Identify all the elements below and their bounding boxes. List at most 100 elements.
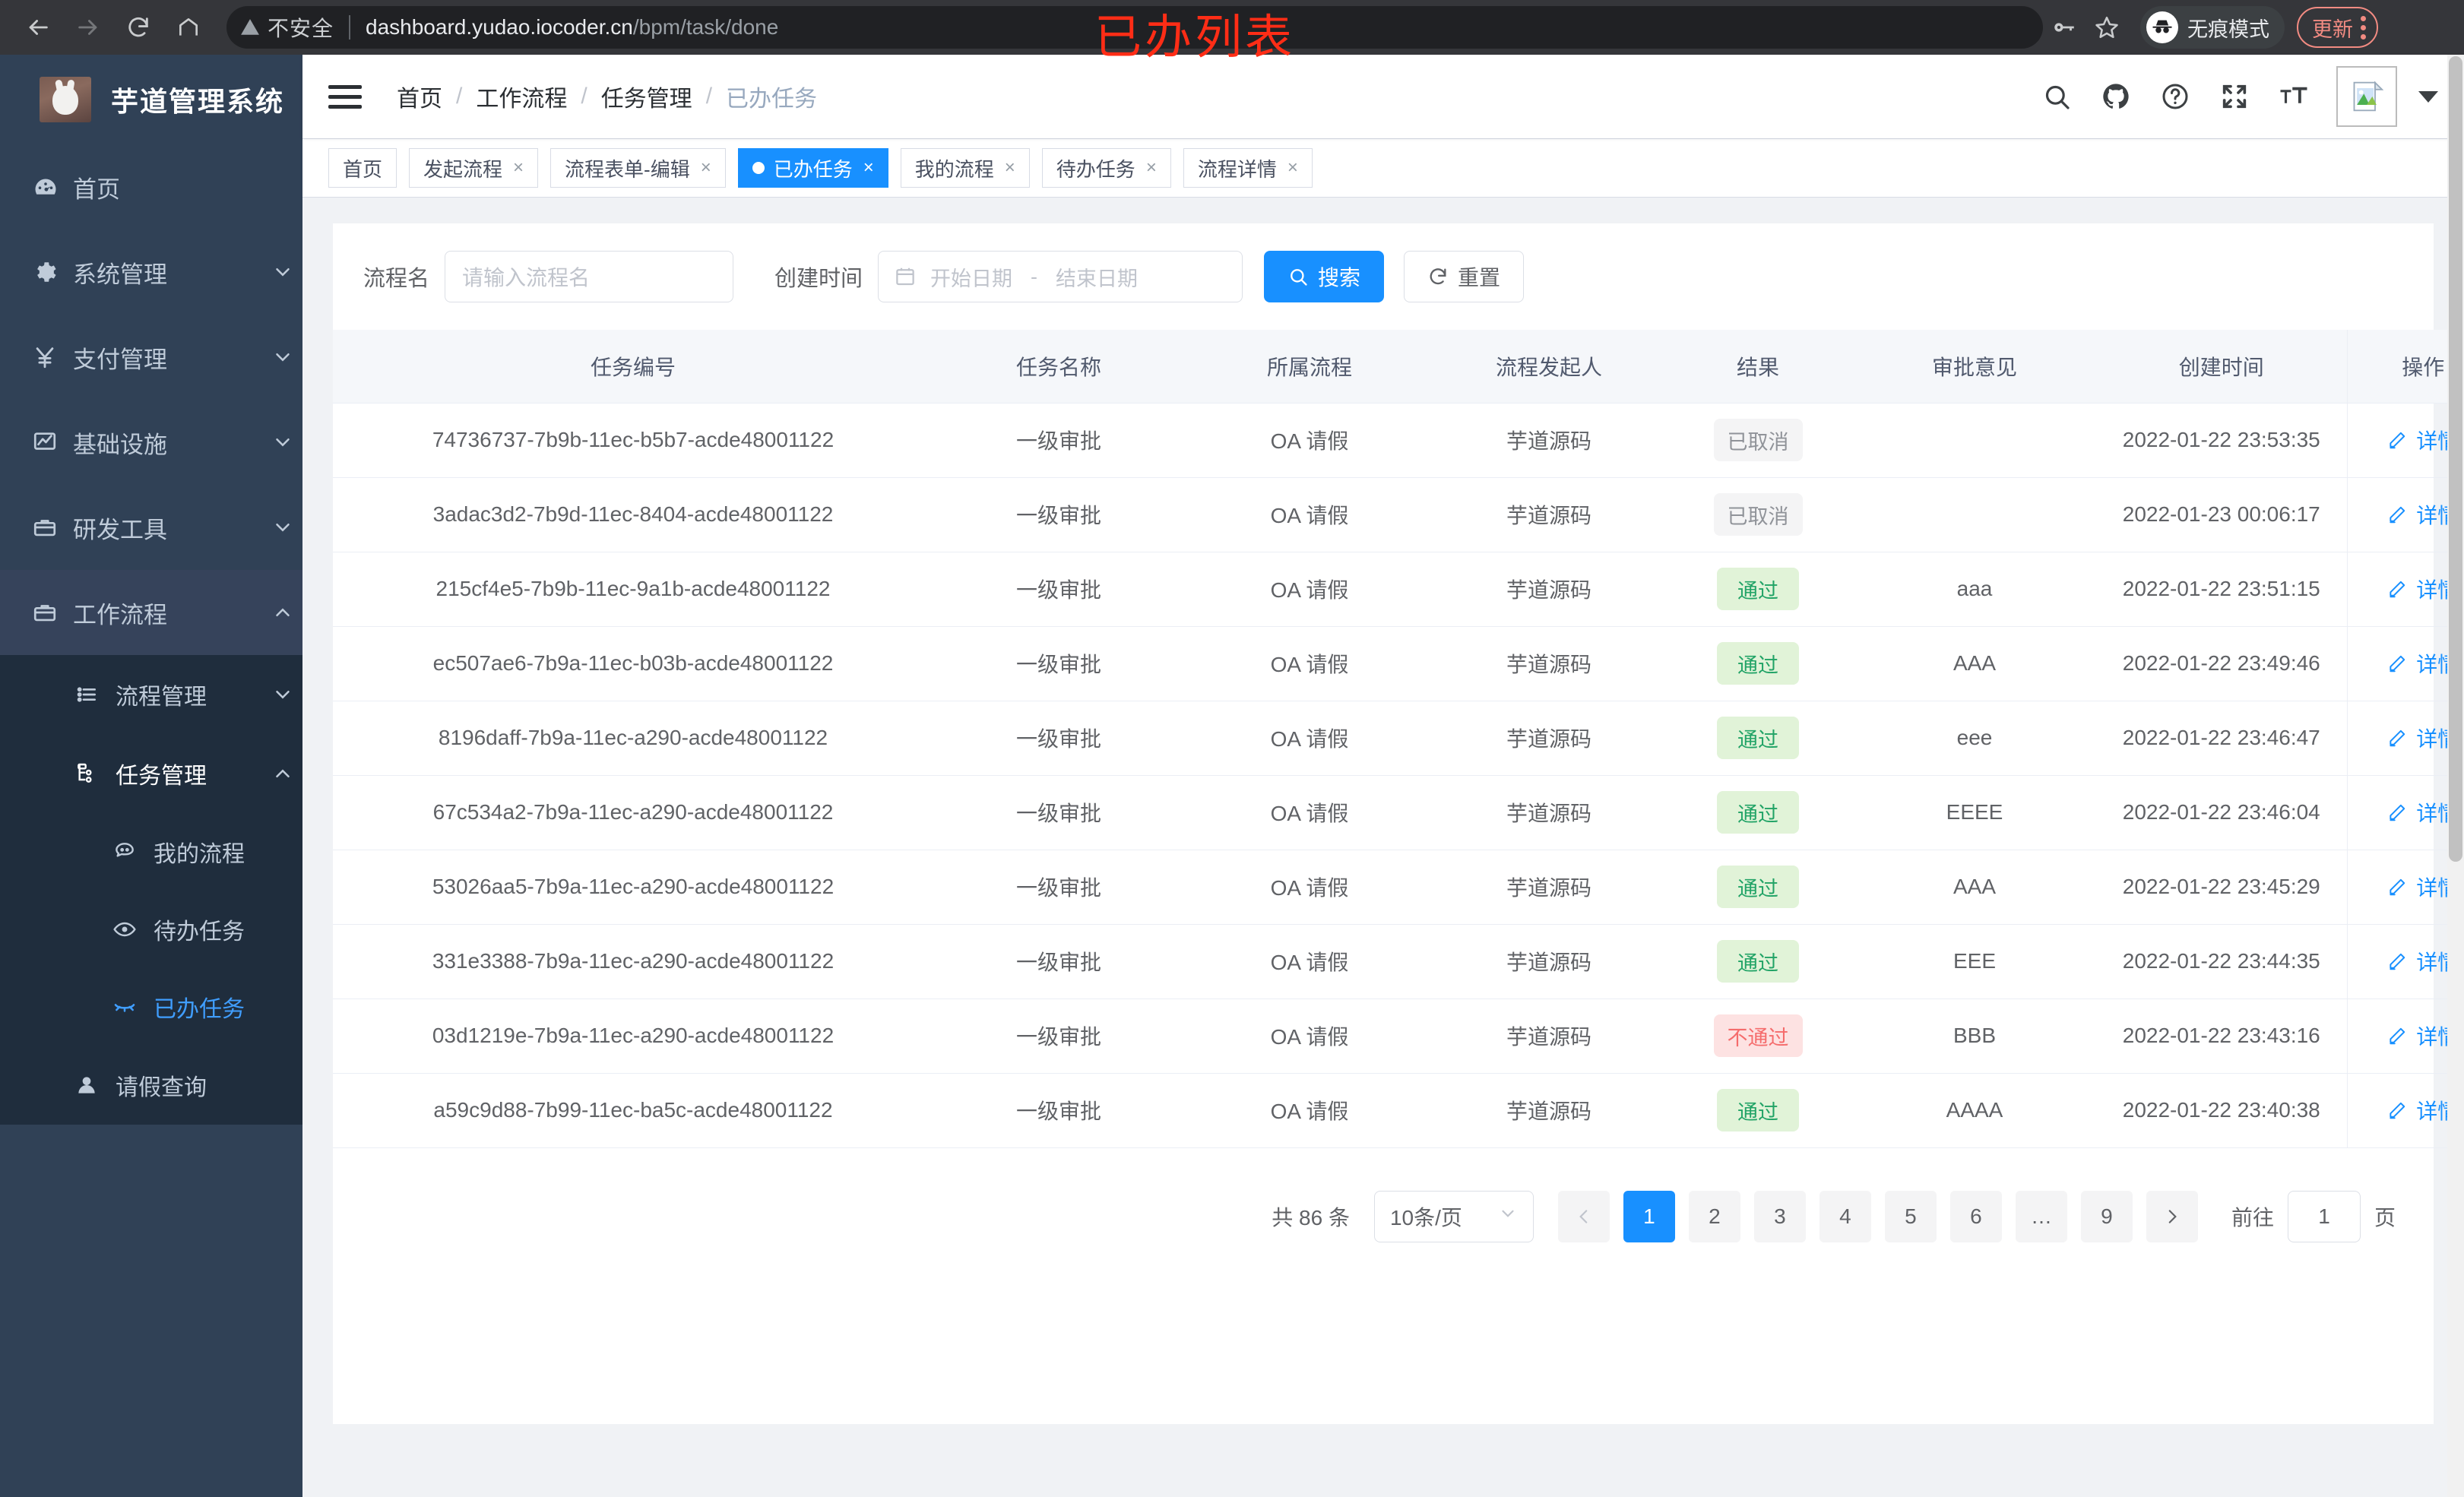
brand[interactable]: 芋道管理系统 — [0, 55, 302, 144]
omnibox-divider — [349, 15, 351, 40]
font-size-icon[interactable] — [2277, 80, 2310, 113]
page-scrollbar[interactable] — [2447, 55, 2464, 1497]
breadcrumb-item[interactable]: 首页 — [397, 87, 442, 112]
done-task-table: 任务编号 任务名称 所属流程 流程发起人 结果 审批意见 创建时间 操作 747… — [333, 330, 2464, 1148]
tab-my-process[interactable]: 我的流程 × — [900, 148, 1030, 188]
chevron-down-icon — [263, 261, 302, 283]
sidebar-item-my-process[interactable]: 我的流程 — [0, 813, 302, 891]
process-name-input[interactable]: 请输入流程名 — [445, 251, 734, 302]
search-icon[interactable] — [2040, 80, 2073, 113]
date-range-picker[interactable]: 开始日期 - 结束日期 — [878, 251, 1243, 302]
cell-initiator: 芋道源码 — [1435, 1073, 1663, 1148]
sidebar-item-done-task[interactable]: 已办任务 — [0, 968, 302, 1046]
cell-task-name: 一级审批 — [933, 626, 1184, 701]
tab-home[interactable]: 首页 — [328, 148, 397, 188]
cell-result: 通过 — [1663, 1073, 1853, 1148]
star-icon[interactable] — [2086, 6, 2128, 49]
key-icon[interactable] — [2043, 6, 2086, 49]
tab-process-form-edit[interactable]: 流程表单-编辑 × — [550, 148, 726, 188]
chevron-down-icon[interactable] — [2418, 90, 2438, 103]
reload-icon[interactable] — [117, 6, 160, 49]
tab-done-task[interactable]: 已办任务 × — [737, 148, 888, 188]
pencil-icon — [2387, 728, 2407, 748]
cell-comment — [1853, 403, 2096, 478]
cell-initiator: 芋道源码 — [1435, 552, 1663, 627]
goto-page-input[interactable]: 1 — [2287, 1190, 2361, 1242]
sidebar-item-label: 任务管理 — [116, 764, 207, 789]
sidebar-item-task-mgmt[interactable]: 任务管理 — [0, 734, 302, 813]
page-button-2[interactable]: 2 — [1688, 1190, 1740, 1242]
column-header-task-id: 任务编号 — [333, 330, 933, 404]
next-page-button[interactable] — [2146, 1190, 2198, 1242]
sidebar-item-payment[interactable]: 支付管理 — [0, 315, 302, 400]
kebab-menu-icon[interactable] — [2361, 15, 2366, 40]
tab-label: 流程表单-编辑 — [565, 157, 690, 181]
sidebar-item-home[interactable]: 首页 — [0, 144, 302, 229]
page-button-1[interactable]: 1 — [1623, 1190, 1675, 1242]
close-icon[interactable]: × — [700, 157, 711, 178]
sidebar-item-label: 请假查询 — [116, 1075, 207, 1100]
tab-start-process[interactable]: 发起流程 × — [409, 148, 539, 188]
status-badge: 通过 — [1717, 642, 1799, 685]
avatar[interactable] — [2336, 66, 2397, 127]
pagination: 共 86 条 10条/页 1 2 3 4 5 6 — [333, 1148, 2434, 1242]
total-count-label: 共 86 条 — [1272, 1205, 1350, 1230]
main-area: 首页 / 工作流程 / 任务管理 / 已办任务 — [302, 55, 2464, 1497]
breadcrumb-item[interactable]: 任务管理 — [600, 87, 692, 112]
close-icon[interactable]: × — [1287, 157, 1298, 178]
chat-icon — [112, 840, 154, 864]
topbar-actions — [2040, 55, 2438, 138]
breadcrumb-item[interactable]: 工作流程 — [476, 87, 568, 112]
tab-process-detail[interactable]: 流程详情 × — [1183, 148, 1313, 188]
cell-action: 详情 — [2346, 775, 2464, 850]
cell-comment: eee — [1853, 701, 2096, 776]
active-tab-dot-icon — [752, 162, 765, 174]
sidebar-item-process-mgmt[interactable]: 流程管理 — [0, 655, 302, 734]
sidebar-item-leave-query[interactable]: 请假查询 — [0, 1046, 302, 1125]
close-icon[interactable]: × — [863, 157, 874, 178]
close-icon[interactable]: × — [513, 157, 524, 178]
reset-button[interactable]: 重置 — [1404, 251, 1525, 302]
incognito-chip[interactable]: 无痕模式 — [2140, 6, 2285, 49]
github-icon[interactable] — [2099, 80, 2133, 113]
page-size-select[interactable]: 10条/页 — [1373, 1190, 1534, 1242]
pencil-icon — [2387, 877, 2407, 897]
page-button-4[interactable]: 4 — [1819, 1190, 1871, 1242]
update-button[interactable]: 更新 — [2297, 7, 2378, 48]
table-row: 74736737-7b9b-11ec-b5b7-acde48001122 一级审批… — [333, 403, 2464, 478]
tab-label: 首页 — [343, 157, 383, 181]
question-circle-icon[interactable] — [2158, 80, 2192, 113]
page-button-6[interactable]: 6 — [1949, 1190, 2002, 1242]
page-size-label: 10条/页 — [1389, 1205, 1462, 1230]
cell-action: 详情 — [2346, 1073, 2464, 1148]
fullscreen-icon[interactable] — [2218, 80, 2251, 113]
end-date-placeholder: 结束日期 — [1056, 267, 1139, 290]
forward-arrow-icon[interactable] — [67, 6, 109, 49]
home-icon[interactable] — [167, 6, 210, 49]
page-button-9[interactable]: 9 — [2080, 1190, 2133, 1242]
page-button-5[interactable]: 5 — [1884, 1190, 1937, 1242]
close-icon[interactable]: × — [1004, 157, 1015, 178]
tab-strip: 首页 发起流程 × 流程表单-编辑 × 已办任务 × 我的流程 × 待办任务 × — [302, 138, 2464, 198]
tab-todo-task[interactable]: 待办任务 × — [1041, 148, 1171, 188]
sidebar-item-system[interactable]: 系统管理 — [0, 229, 302, 315]
cell-process: OA 请假 — [1184, 850, 1435, 925]
page-ellipsis[interactable]: … — [2015, 1190, 2067, 1242]
page-button-3[interactable]: 3 — [1753, 1190, 1806, 1242]
sidebar-item-devtools[interactable]: 研发工具 — [0, 485, 302, 570]
table-row: ec507ae6-7b9a-11ec-b03b-acde48001122 一级审批… — [333, 626, 2464, 701]
sidebar-item-infrastructure[interactable]: 基础设施 — [0, 400, 302, 485]
cell-action: 详情 — [2346, 626, 2464, 701]
search-button[interactable]: 搜索 — [1264, 251, 1385, 302]
address-bar[interactable]: 不安全 dashboard.yudao.iocoder.cn/bpm/task/… — [226, 6, 2043, 49]
cell-action: 详情 — [2346, 924, 2464, 999]
cell-task-name: 一级审批 — [933, 999, 1184, 1074]
scrollbar-thumb[interactable] — [2449, 56, 2462, 862]
sidebar-item-workflow[interactable]: 工作流程 — [0, 570, 302, 655]
sidebar-item-todo-task[interactable]: 待办任务 — [0, 891, 302, 968]
cell-task-id: 3adac3d2-7b9d-11ec-8404-acde48001122 — [333, 477, 933, 552]
back-arrow-icon[interactable] — [17, 6, 59, 49]
prev-page-button[interactable] — [1557, 1190, 1610, 1242]
close-icon[interactable]: × — [1145, 157, 1157, 178]
hamburger-icon[interactable] — [328, 84, 368, 109]
